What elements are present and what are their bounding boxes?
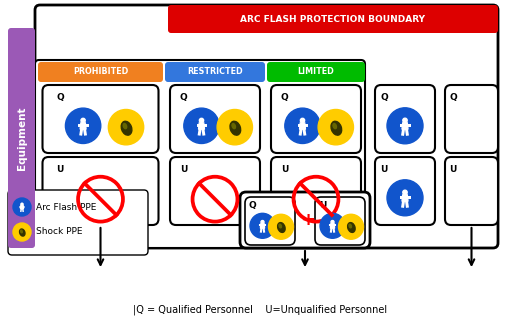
Circle shape	[261, 220, 264, 224]
FancyBboxPatch shape	[245, 197, 295, 245]
Circle shape	[66, 108, 101, 143]
FancyBboxPatch shape	[170, 157, 260, 225]
Circle shape	[403, 190, 407, 195]
FancyBboxPatch shape	[170, 85, 260, 153]
FancyBboxPatch shape	[315, 197, 365, 245]
Text: LIMITED: LIMITED	[297, 67, 334, 77]
Text: Q: Q	[281, 93, 289, 102]
FancyBboxPatch shape	[240, 192, 370, 248]
FancyBboxPatch shape	[168, 5, 498, 33]
Circle shape	[81, 118, 85, 123]
FancyBboxPatch shape	[35, 5, 498, 248]
Polygon shape	[300, 123, 305, 129]
Ellipse shape	[121, 121, 132, 135]
Polygon shape	[199, 123, 204, 129]
Text: Q: Q	[380, 93, 388, 102]
Ellipse shape	[21, 230, 22, 233]
Polygon shape	[261, 224, 265, 228]
Ellipse shape	[230, 121, 241, 135]
Polygon shape	[330, 224, 334, 228]
Circle shape	[13, 198, 31, 216]
FancyBboxPatch shape	[267, 62, 365, 82]
FancyBboxPatch shape	[445, 85, 498, 153]
FancyBboxPatch shape	[375, 85, 435, 153]
Ellipse shape	[333, 124, 336, 129]
Ellipse shape	[232, 124, 236, 129]
Text: U: U	[319, 201, 326, 210]
Text: ARC FLASH PROTECTION BOUNDARY: ARC FLASH PROTECTION BOUNDARY	[240, 14, 425, 23]
Circle shape	[250, 213, 275, 238]
Ellipse shape	[331, 121, 342, 135]
Ellipse shape	[20, 229, 25, 236]
Text: Shock PPE: Shock PPE	[36, 228, 83, 236]
Circle shape	[217, 110, 253, 145]
FancyBboxPatch shape	[8, 28, 35, 248]
Circle shape	[339, 214, 363, 239]
Polygon shape	[20, 205, 23, 209]
Text: U: U	[56, 165, 63, 174]
Circle shape	[403, 118, 407, 123]
Circle shape	[318, 110, 354, 145]
Text: Arc Flash PPE: Arc Flash PPE	[36, 202, 96, 212]
Text: +: +	[300, 211, 315, 229]
FancyBboxPatch shape	[43, 85, 159, 153]
Polygon shape	[402, 123, 408, 129]
Circle shape	[320, 213, 345, 238]
FancyBboxPatch shape	[38, 62, 163, 82]
Text: U: U	[449, 165, 457, 174]
FancyBboxPatch shape	[35, 60, 365, 248]
Circle shape	[108, 110, 144, 145]
Ellipse shape	[349, 224, 352, 228]
Text: Q: Q	[56, 93, 64, 102]
Ellipse shape	[123, 124, 127, 129]
Circle shape	[387, 180, 423, 216]
Circle shape	[21, 203, 23, 205]
FancyBboxPatch shape	[271, 85, 361, 153]
Text: Equipment: Equipment	[17, 106, 27, 170]
Text: RESTRICTED: RESTRICTED	[187, 67, 243, 77]
Circle shape	[285, 108, 320, 143]
Circle shape	[331, 220, 334, 224]
Circle shape	[199, 118, 204, 123]
Text: PROHIBITED: PROHIBITED	[73, 67, 128, 77]
Text: U: U	[380, 165, 388, 174]
Text: Q: Q	[249, 201, 256, 210]
FancyBboxPatch shape	[445, 157, 498, 225]
Polygon shape	[402, 195, 408, 201]
FancyBboxPatch shape	[271, 157, 361, 225]
Circle shape	[387, 108, 423, 144]
Polygon shape	[80, 123, 86, 129]
FancyBboxPatch shape	[8, 190, 148, 255]
Ellipse shape	[347, 223, 355, 232]
Circle shape	[184, 108, 219, 143]
Text: U: U	[180, 165, 187, 174]
Ellipse shape	[279, 224, 281, 228]
Text: |Q = Qualified Personnel    U=Unqualified Personnel: |Q = Qualified Personnel U=Unqualified P…	[133, 305, 387, 315]
Text: U: U	[281, 165, 288, 174]
Circle shape	[13, 223, 31, 241]
FancyBboxPatch shape	[165, 62, 265, 82]
Ellipse shape	[278, 223, 285, 232]
FancyBboxPatch shape	[43, 157, 159, 225]
FancyBboxPatch shape	[375, 157, 435, 225]
Circle shape	[268, 214, 293, 239]
Circle shape	[301, 118, 305, 123]
Text: Q: Q	[449, 93, 457, 102]
Text: Q: Q	[179, 93, 187, 102]
